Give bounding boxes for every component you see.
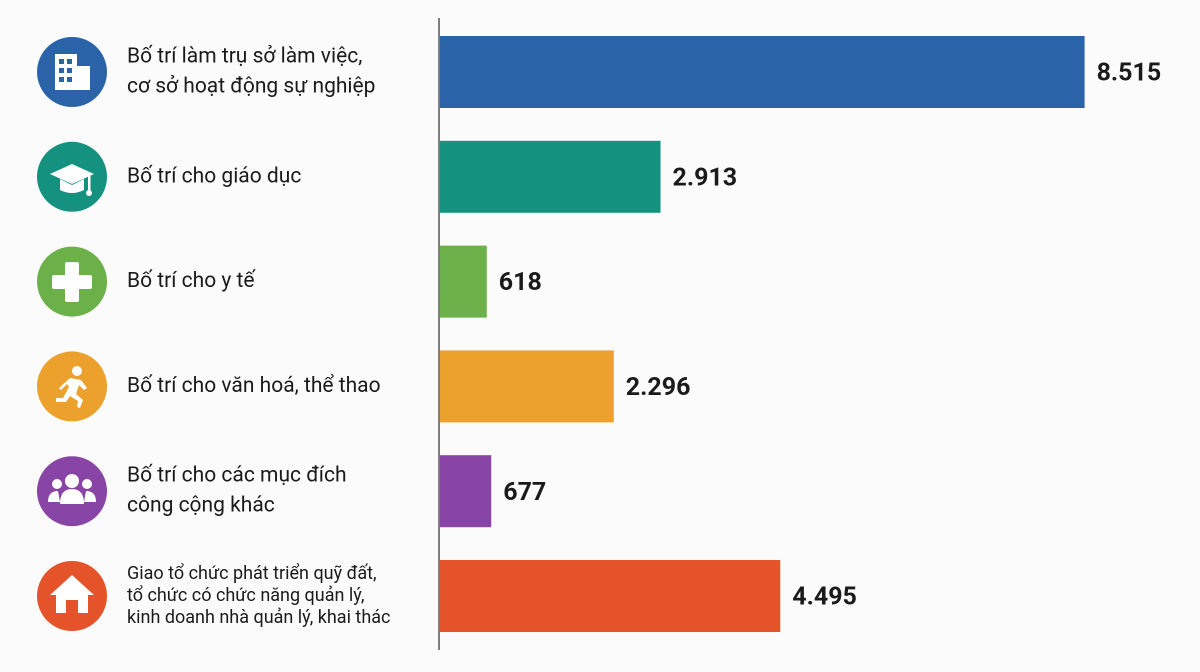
category-label: Giao tổ chức phát triển quỹ đất, — [127, 563, 377, 584]
sport-icon — [56, 366, 87, 408]
value-label: 2.913 — [673, 163, 738, 192]
category-label: Bố trí làm trụ sở làm việc, — [127, 45, 362, 69]
category-label: công cộng khác — [127, 494, 275, 518]
value-label: 618 — [499, 268, 542, 297]
health-icon — [52, 262, 92, 302]
value-label: 2.296 — [626, 373, 691, 402]
icons — [48, 54, 96, 613]
category-label: Bố trí cho văn hoá, thể thao — [127, 374, 381, 398]
people-icon — [48, 474, 96, 504]
category-label: kinh doanh nhà quản lý, khai thác — [127, 607, 390, 628]
bar — [440, 350, 614, 423]
category-label: Bố trí cho các mục đích — [127, 464, 347, 488]
value-label: 677 — [503, 478, 546, 507]
bar — [440, 455, 492, 528]
category-label: tổ chức có chức năng quản lý, — [127, 585, 364, 606]
bar — [440, 245, 487, 318]
category-label: cơ sở hoạt động sự nghiệp — [127, 75, 375, 99]
bar — [440, 140, 661, 213]
value-label: 8.515 — [1097, 59, 1162, 88]
bar — [440, 36, 1085, 108]
bar — [440, 560, 781, 632]
education-icon — [50, 164, 94, 196]
value-label: 4.495 — [792, 583, 857, 612]
category-label: Bố trí cho y tế — [127, 269, 256, 293]
building-icon — [55, 54, 90, 90]
house-icon — [50, 575, 94, 613]
category-label: Bố trí cho giáo dục — [127, 164, 301, 188]
